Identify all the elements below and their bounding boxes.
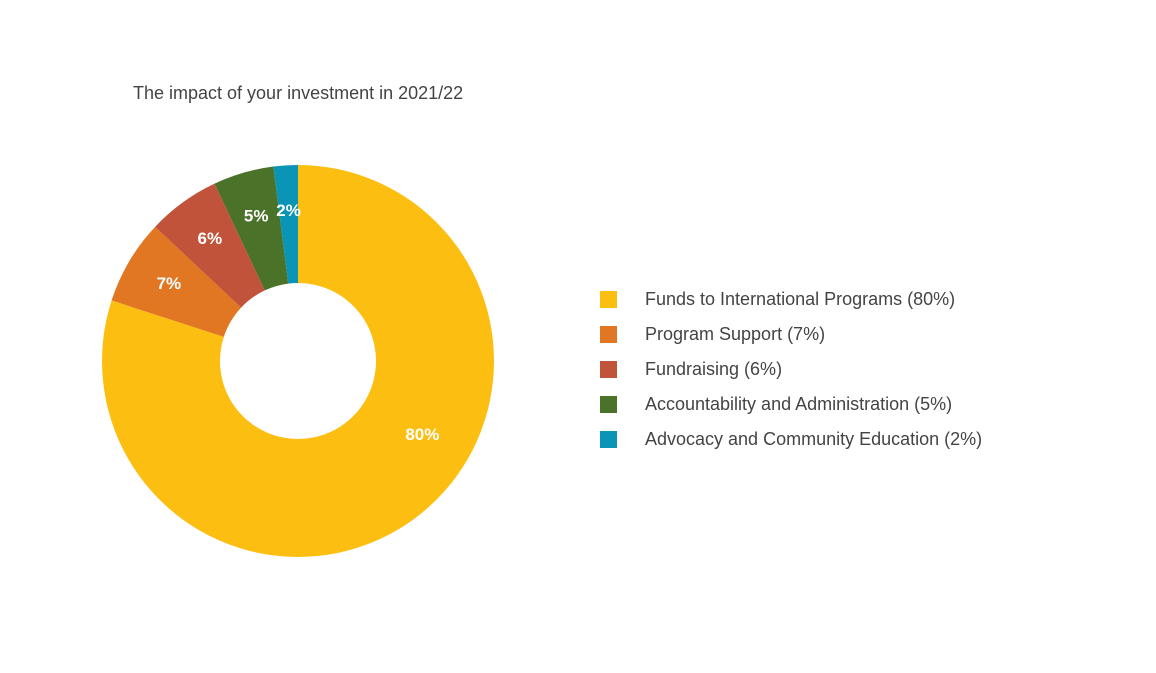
data-label: 7% [157, 274, 182, 293]
legend-label: Program Support (7%) [645, 324, 826, 344]
legend: Funds to International Programs (80%) Pr… [600, 282, 982, 457]
legend-label: Advocacy and Community Education (2%) [645, 429, 983, 449]
data-label: 5% [244, 206, 269, 225]
legend-item-international-programs: Funds to International Programs (80%) [600, 282, 982, 317]
legend-item-fundraising: Fundraising (6%) [600, 352, 982, 387]
chart-title: The impact of your investment in 2021/22 [133, 83, 464, 103]
slice-advocacy [273, 165, 298, 284]
legend-swatch [600, 291, 617, 308]
data-label: 2% [276, 201, 301, 220]
legend-label: Fundraising (6%) [645, 359, 783, 379]
legend-swatch [600, 326, 617, 343]
legend-item-program-support: Program Support (7%) [600, 317, 982, 352]
slice-fundraising [155, 183, 265, 308]
slice-program-support [111, 226, 242, 337]
slice-accountability [214, 166, 289, 291]
slice-international-programs [102, 165, 494, 557]
legend-swatch [600, 431, 617, 448]
legend-label: Funds to International Programs (80%) [645, 289, 956, 309]
legend-label: Accountability and Administration (5%) [645, 394, 953, 414]
legend-item-accountability: Accountability and Administration (5%) [600, 387, 982, 422]
data-label: 6% [198, 229, 223, 248]
legend-item-advocacy: Advocacy and Community Education (2%) [600, 422, 982, 457]
legend-swatch [600, 361, 617, 378]
legend-swatch [600, 396, 617, 413]
data-label: 80% [405, 425, 439, 444]
